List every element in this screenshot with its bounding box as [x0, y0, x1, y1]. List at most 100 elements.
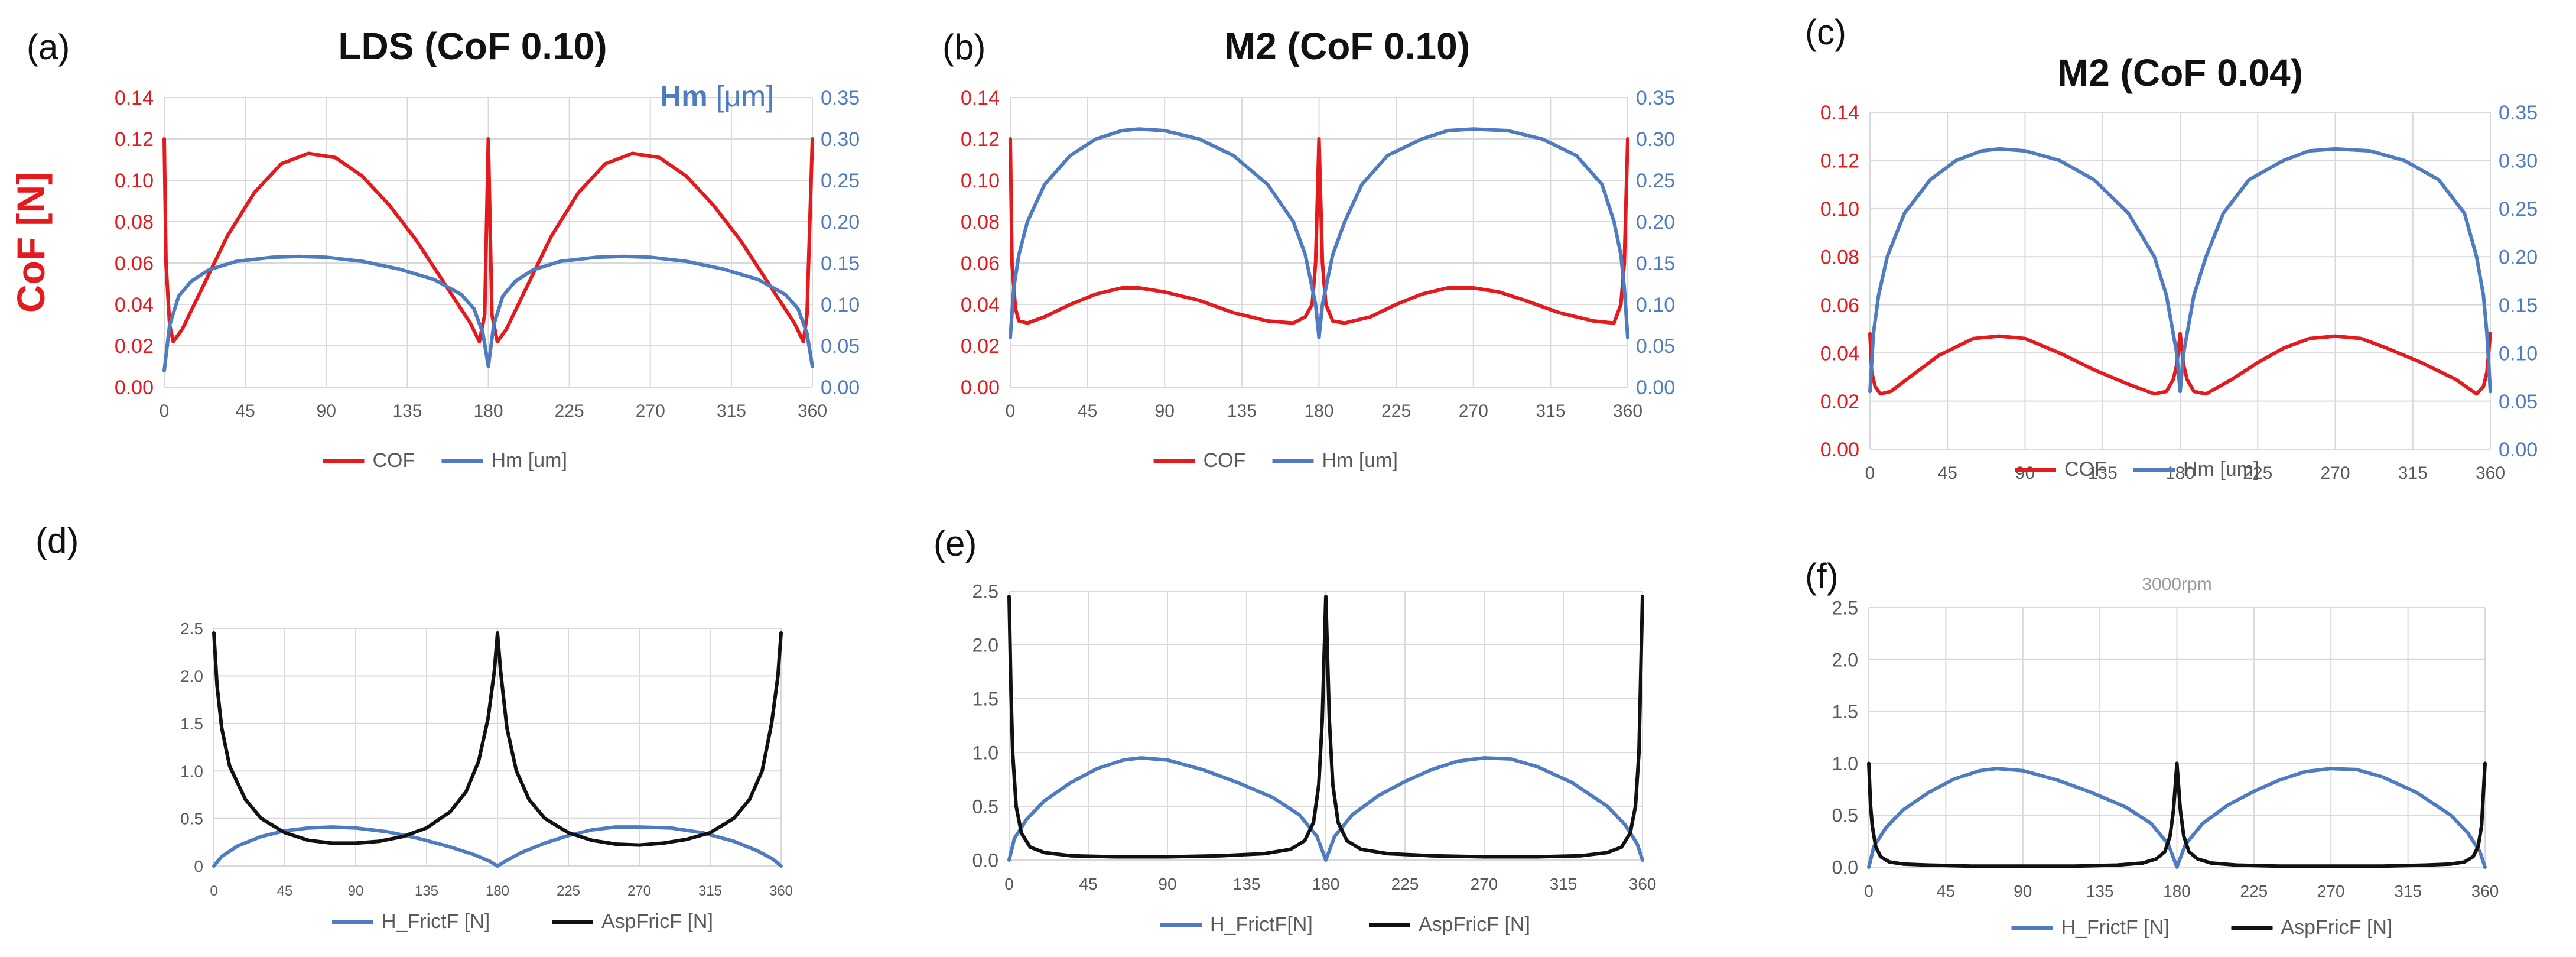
x-tick-label: 45: [1079, 875, 1097, 893]
series-line-h-frictf-n-: [212, 825, 783, 868]
x-tick-label: 225: [557, 883, 580, 899]
data-point: [245, 799, 246, 800]
y-tick-label: 0.5: [972, 796, 998, 817]
x-tick-label: 225: [1381, 401, 1411, 421]
legend: COF Hm [um]: [323, 449, 567, 472]
data-point: [659, 157, 660, 158]
legend-label: COF: [1204, 449, 1246, 472]
legend-label: AspFricF [N]: [2281, 916, 2393, 939]
data-point: [1313, 822, 1314, 823]
y-tick-label: 0.00: [115, 377, 154, 399]
data-point: [710, 832, 711, 833]
x-tick-label: 360: [1613, 401, 1642, 421]
y2-tick-label: 0.00: [1636, 377, 1675, 399]
data-point: [596, 257, 597, 258]
data-point: [2022, 866, 2023, 867]
x-tick-label: 90: [348, 883, 364, 899]
data-point: [1317, 836, 1318, 837]
y-tick-label: 0.04: [961, 294, 1000, 316]
x-tick-label: 0: [160, 401, 170, 421]
legend: H_FrictF [N] AspFricF [N]: [332, 910, 713, 933]
chart-panel-c: (c) M2 (CoF 0.04) 0.00 0.02 0.04 0.06 0.08 0.10…: [1805, 12, 2538, 483]
data-point: [505, 861, 506, 862]
data-point: [1499, 292, 1500, 293]
data-point: [524, 292, 525, 293]
x-tick-label: 180: [486, 883, 509, 899]
chart-title: M2 (CoF 0.04): [2057, 51, 2303, 94]
x-tick-label: 270: [636, 401, 665, 421]
series-line-aspfricf-n-: [212, 631, 783, 847]
data-point: [2416, 792, 2417, 793]
data-point: [749, 799, 750, 800]
y-tick-label: 1.0: [972, 742, 998, 764]
y-tick-label: 0.5: [180, 810, 203, 828]
y-tick-label: 0.0: [972, 850, 998, 871]
legend-label: AspFricF [N]: [1419, 913, 1530, 936]
data-point: [178, 296, 179, 297]
y-tick-label: 1.5: [180, 715, 203, 733]
data-point: [1009, 860, 1010, 861]
data-point: [1334, 836, 1335, 837]
data-point: [568, 835, 569, 836]
data-point: [2188, 851, 2189, 852]
data-point: [639, 827, 640, 828]
data-point: [1044, 800, 1045, 801]
faint-title: 3000rpm: [2142, 575, 2211, 594]
data-point: [1387, 155, 1388, 156]
y-tick-label: 0.06: [1820, 294, 1859, 317]
panel-label: (f): [1805, 556, 1839, 596]
y-tick-label: 2.0: [972, 635, 998, 656]
x-tick-label: 45: [1938, 463, 1957, 483]
data-point: [164, 139, 165, 140]
chart-title: M2 (CoF 0.10): [1224, 25, 1470, 67]
y-tick-label: 0.06: [961, 252, 1000, 275]
data-point: [592, 829, 593, 830]
x-tick-label: 315: [698, 883, 722, 899]
data-point: [418, 838, 419, 839]
data-point: [497, 866, 498, 867]
data-point: [261, 818, 262, 819]
data-point: [1267, 184, 1268, 185]
data-point: [781, 633, 782, 634]
y2-tick-label: 0.05: [2499, 391, 2538, 413]
data-point: [1332, 784, 1333, 785]
data-point: [493, 325, 494, 326]
y-tick-label: 2.0: [1832, 649, 1858, 670]
data-point: [2483, 295, 2484, 296]
data-point: [2279, 866, 2280, 867]
y2-tick-label: 0.25: [821, 170, 860, 192]
data-point: [1639, 752, 1640, 753]
x-tick-label: 45: [235, 401, 255, 421]
data-point: [1431, 855, 1432, 856]
data-point: [502, 296, 503, 297]
y2-tick-label: 0.10: [2499, 342, 2538, 365]
x-tick-label: 135: [2088, 463, 2118, 483]
data-point: [166, 263, 167, 264]
legend-label: COF: [2064, 458, 2107, 481]
x-tick-label: 225: [2240, 882, 2268, 900]
chart-panel-f: (f) 3000rpm 0.0 0.5 1.0 1.5 2.0 2.5 0 45 90 135 180 2…: [1805, 556, 2499, 939]
panel-label: (d): [35, 521, 79, 560]
data-point: [1233, 155, 1234, 156]
y2-tick-label: 0.20: [1636, 211, 1675, 233]
x-tick-label: 135: [1227, 401, 1257, 421]
y2-tick-label: 0.15: [1636, 252, 1675, 275]
data-point: [450, 846, 451, 847]
y2-tick-label: 0.25: [1636, 170, 1675, 192]
data-point: [812, 366, 813, 367]
data-point: [568, 832, 569, 833]
y-tick-label: 1.0: [1832, 753, 1858, 774]
x-tick-label: 270: [627, 883, 651, 899]
data-point: [2151, 823, 2152, 824]
y2-tick-label: 0.30: [1636, 128, 1675, 151]
data-point: [299, 256, 300, 257]
data-point: [2180, 391, 2181, 392]
y-tick-label: 0.14: [1820, 102, 1859, 124]
legend: H_FrictF[N] AspFricF [N]: [1160, 913, 1530, 936]
data-point: [2404, 160, 2405, 161]
data-point: [2464, 213, 2465, 214]
x-tick-label: 315: [1536, 401, 1565, 421]
data-point: [2335, 148, 2336, 149]
panel-label: (c): [1805, 12, 1846, 52]
y-tick-label: 0: [194, 857, 203, 875]
